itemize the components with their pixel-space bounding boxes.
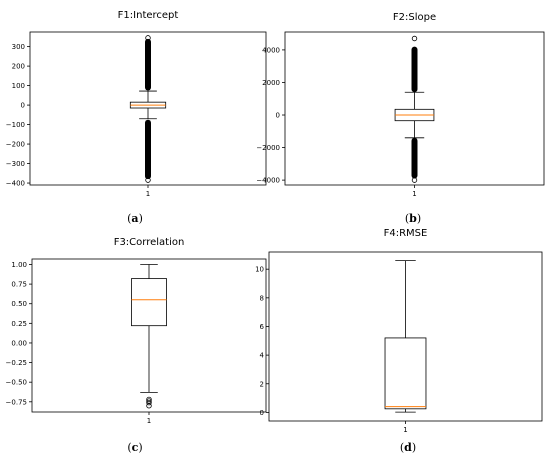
y-tick-label: −4000 <box>256 177 280 185</box>
outlier-band <box>145 119 151 180</box>
y-tick-label: 0.75 <box>11 281 27 289</box>
x-tick-label: 1 <box>146 190 150 198</box>
y-tick-label: 0.25 <box>11 320 27 328</box>
outlier-point <box>145 168 151 175</box>
y-tick-label: 2 <box>260 380 264 388</box>
y-tick-label: 0.50 <box>11 300 27 308</box>
outlier-band <box>145 38 151 91</box>
outlier-point <box>146 396 152 403</box>
outlier-band <box>411 46 418 93</box>
panel-caption-letter: b <box>409 212 417 225</box>
x-tick-label: 1 <box>403 426 407 434</box>
y-tick-label: 4000 <box>262 46 280 54</box>
chart-title: F1:Intercept <box>118 10 179 21</box>
outlier-point <box>146 399 152 406</box>
y-tick-label: −0.50 <box>6 379 27 387</box>
y-tick-label: −200 <box>6 141 25 149</box>
outlier-point <box>145 177 151 183</box>
iqr-box <box>384 337 427 410</box>
y-tick-label: 0 <box>21 102 25 110</box>
y-tick-label: 0 <box>260 409 264 417</box>
panel-caption: (b) <box>405 212 421 225</box>
outlier-point <box>145 170 151 177</box>
y-tick-label: −400 <box>6 180 25 188</box>
y-tick-label: 1.00 <box>11 261 27 269</box>
chart-title: F2:Slope <box>393 12 436 23</box>
y-tick-label: −300 <box>6 160 25 168</box>
panel-caption: (a) <box>127 212 143 225</box>
x-tick-label: 1 <box>147 417 151 425</box>
y-tick-label: 100 <box>12 82 25 90</box>
y-tick-label: −2000 <box>256 144 280 152</box>
panel-caption-letter: d <box>404 441 412 454</box>
y-tick-label: 0 <box>276 112 280 120</box>
chart-panel-a: F1:Intercept 300 200 100 0 −100 −200 −300 −400 1 (… <box>6 10 267 225</box>
y-tick-label: 2000 <box>262 79 280 87</box>
y-tick-label: 4 <box>260 352 265 360</box>
panel-caption-letter: c <box>132 441 139 454</box>
outlier-point <box>411 35 418 42</box>
panel-caption: (c) <box>127 441 142 454</box>
chart-panel-b: F2:Slope 4000 2000 0 −2000 −4000 1 (b) <box>256 12 545 225</box>
outlier-point <box>411 177 418 183</box>
chart-panel-d: F4:RMSE 10 8 6 4 2 0 1 (d) <box>255 228 543 454</box>
y-tick-label: −0.25 <box>6 359 27 367</box>
x-tick-label: 1 <box>412 190 416 198</box>
iqr-box <box>131 278 167 327</box>
outlier-point <box>146 403 152 409</box>
y-tick-label: 200 <box>12 63 25 71</box>
y-tick-label: 300 <box>12 43 25 51</box>
y-tick-label: −100 <box>6 121 25 129</box>
outlier-point <box>145 35 151 41</box>
panel-caption-letter: a <box>131 212 138 225</box>
chart-panel-c: F3:Correlation 1.00 0.75 0.50 0.25 0.00 −0.25 −… <box>6 237 267 454</box>
y-tick-label: 6 <box>260 323 265 331</box>
chart-title: F3:Correlation <box>114 237 185 248</box>
panel-caption: (d) <box>400 441 416 454</box>
y-tick-label: −0.75 <box>6 398 27 406</box>
y-tick-label: 10 <box>255 266 264 274</box>
y-tick-label: 8 <box>260 294 264 302</box>
outlier-band <box>411 137 418 179</box>
y-tick-label: 0.00 <box>11 339 27 347</box>
chart-title: F4:RMSE <box>384 228 428 239</box>
